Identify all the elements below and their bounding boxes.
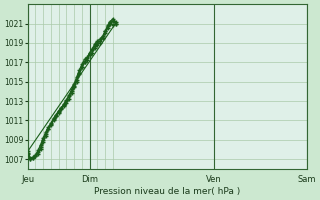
X-axis label: Pression niveau de la mer( hPa ): Pression niveau de la mer( hPa ) <box>94 187 240 196</box>
